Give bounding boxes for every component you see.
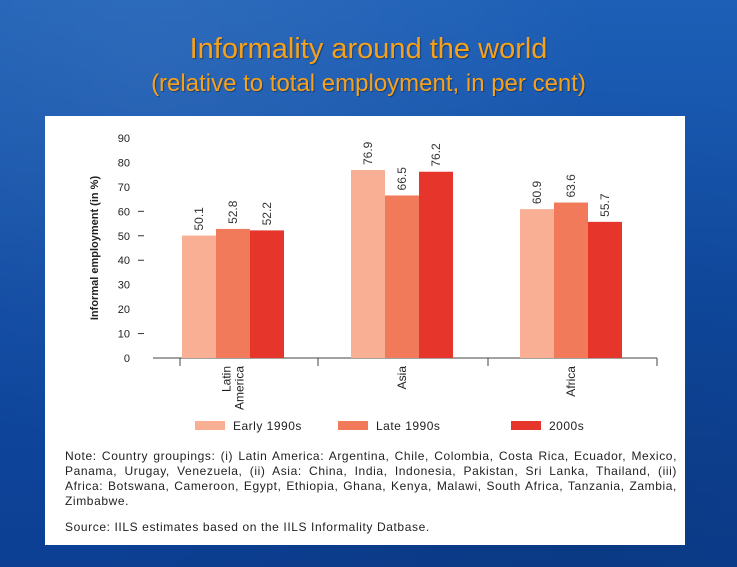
y-tick-label: 60 (118, 206, 130, 218)
bar-value-label: 63.6 (564, 174, 578, 198)
bar-3 (250, 230, 284, 358)
legend-swatch (195, 421, 225, 430)
bar-2 (385, 195, 419, 358)
bar-value-label: 50.1 (192, 207, 206, 231)
bar-2 (554, 202, 588, 358)
category-label: Latin (220, 366, 234, 392)
y-axis-label: Informal employment (in %) (89, 176, 101, 321)
y-tick-label: 80 (118, 157, 130, 169)
y-tick-label: 0 (124, 353, 130, 365)
legend-swatch (511, 421, 541, 430)
bar-3 (588, 221, 622, 358)
y-tick-label: 40 (118, 255, 130, 267)
category-label: Asia (395, 366, 409, 390)
bar-1 (182, 235, 216, 358)
bar-value-label: 52.8 (226, 200, 240, 224)
bar-value-label: 60.9 (530, 180, 544, 204)
category-label: America (233, 366, 247, 410)
legend-swatch (338, 421, 368, 430)
y-tick-label: 50 (118, 231, 130, 243)
y-tick-label: 90 (118, 133, 130, 145)
bar-value-label: 76.9 (361, 141, 375, 165)
bar-value-label: 76.2 (429, 143, 443, 167)
bar-chart: Informal employment (in %) 0 10 20 30 40 50 60 7… (89, 133, 658, 433)
legend-label: Early 1990s (233, 419, 302, 433)
chart-panel: Informal employment (in %) 0 10 20 30 40 50 60 7… (45, 116, 685, 545)
y-tick-label: 30 (118, 280, 130, 292)
y-tick-label: 20 (118, 304, 130, 316)
slide-title: Informality around the world (189, 33, 548, 65)
bar-3 (419, 171, 453, 358)
y-tick-label: 10 (118, 329, 130, 341)
bar-1 (520, 209, 554, 358)
y-tick-label: 70 (118, 182, 130, 194)
bar-value-label: 55.7 (598, 193, 612, 217)
legend-label: Late 1990s (376, 419, 440, 433)
chart-source: Source: IILS estimates based on the IILS… (65, 520, 430, 534)
bar-1 (351, 170, 385, 358)
bar-2 (216, 228, 250, 358)
chart-note: Note: Country groupings: (i) Latin Ameri… (65, 449, 677, 508)
slide-subtitle: (relative to total employment, in per ce… (151, 70, 586, 97)
bar-value-label: 52.2 (260, 202, 274, 226)
legend-label: 2000s (549, 419, 584, 433)
category-label: Africa (564, 366, 578, 397)
bar-value-label: 66.5 (395, 167, 409, 191)
